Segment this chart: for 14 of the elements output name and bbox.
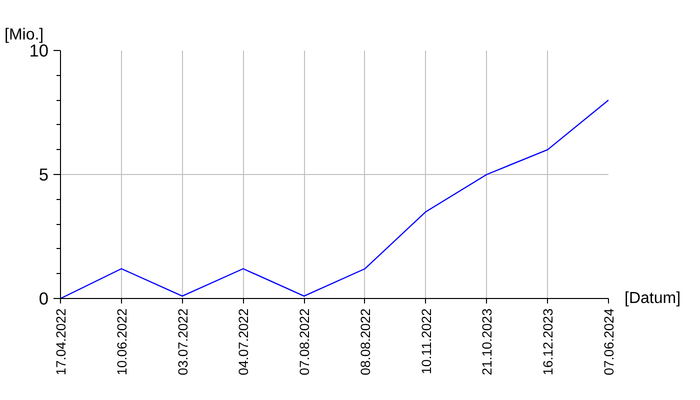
x-tick-label: 04.07.2022 [236,308,252,376]
x-tick-label: 21.10.2023 [480,308,495,376]
y-tick-label: 5 [38,164,49,184]
x-tick-label: 10.11.2022 [418,308,434,374]
y-tick-label: 0 [38,288,49,308]
x-tick-label: 03.07.2022 [175,308,190,376]
x-tick-label: 08.08.2022 [358,308,373,376]
x-tick-label: 17.04.2022 [54,308,68,376]
x-tick-label: 07.06.2024 [602,308,616,376]
x-tick-label: 10.06.2022 [114,308,130,376]
x-axis-title: [Datum] [624,290,681,307]
x-tick-label: 07.08.2022 [297,308,312,376]
x-tick-label: 16.12.2023 [540,308,556,376]
y-axis-title: [Mio.] [4,26,44,44]
